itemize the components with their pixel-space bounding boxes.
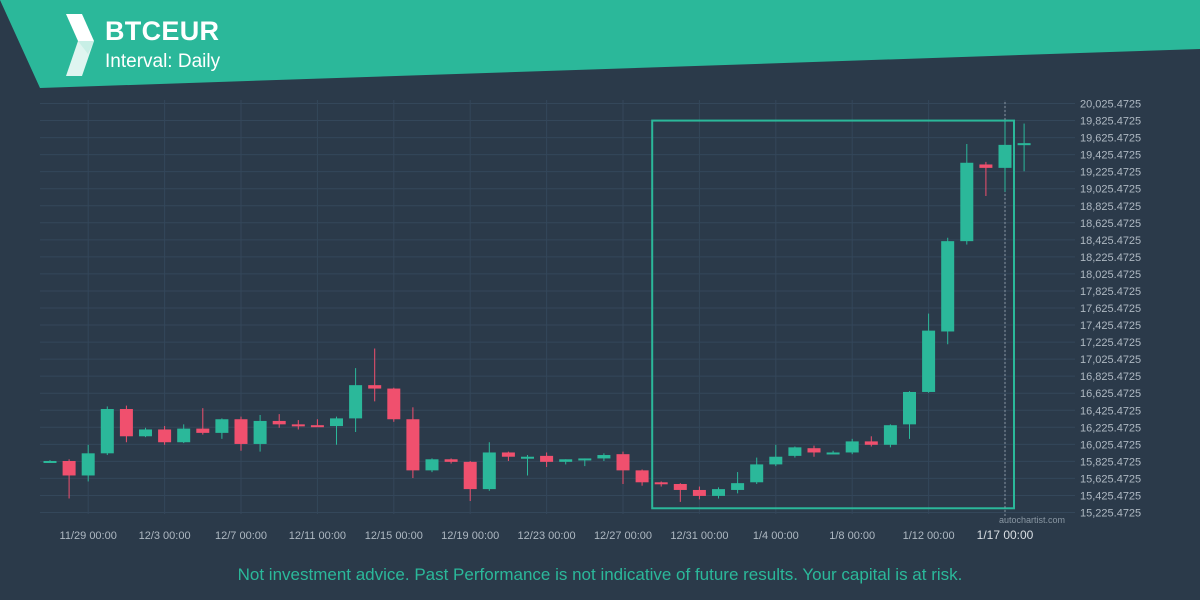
candle-body <box>444 459 458 462</box>
y-tick-label: 16,625.4725 <box>1080 388 1141 400</box>
y-tick-label: 16,425.4725 <box>1080 405 1141 417</box>
candle-body <box>1017 143 1031 146</box>
candle-body <box>501 452 515 457</box>
candle-body <box>750 464 764 483</box>
candle-body <box>272 420 286 425</box>
x-tick-label: 12/3 00:00 <box>139 530 191 542</box>
x-tick-label: 1/4 00:00 <box>753 530 799 542</box>
candle-body <box>253 420 267 444</box>
x-tick-label: 12/19 00:00 <box>441 530 499 542</box>
y-tick-label: 17,825.4725 <box>1080 286 1141 298</box>
candle-body <box>692 489 706 496</box>
y-tick-label: 19,225.4725 <box>1080 167 1141 179</box>
candle-body <box>139 429 152 437</box>
candle-body <box>559 459 573 462</box>
candle-body <box>234 419 248 444</box>
candle-body <box>119 409 133 437</box>
y-tick-label: 15,825.4725 <box>1080 456 1141 468</box>
candle-body <box>712 489 725 496</box>
y-tick-label: 15,625.4725 <box>1080 473 1141 485</box>
candle-body <box>387 388 401 420</box>
candle-body <box>635 470 649 483</box>
candle-body <box>788 447 802 456</box>
y-tick-label: 18,225.4725 <box>1080 252 1141 264</box>
interval-label: Interval: Daily <box>105 51 221 72</box>
candle-body <box>521 456 534 459</box>
x-tick-label: 12/11 00:00 <box>289 530 346 542</box>
y-tick-label: 16,025.4725 <box>1080 439 1141 451</box>
candle-body <box>196 428 210 433</box>
pattern-box <box>651 119 1015 510</box>
candle-body <box>654 482 668 485</box>
candle-body <box>158 429 172 443</box>
x-tick-label: 12/23 00:00 <box>518 530 576 542</box>
candle-body <box>310 425 324 428</box>
y-tick-label: 16,225.4725 <box>1080 422 1141 434</box>
candle-body <box>330 418 343 427</box>
y-tick-label: 17,025.4725 <box>1080 354 1141 366</box>
y-tick-label: 19,425.4725 <box>1080 150 1141 162</box>
symbol-title: BTCEUR <box>105 16 220 46</box>
candle-body <box>616 454 630 471</box>
candle-body <box>922 330 936 392</box>
candle-body <box>578 458 592 461</box>
candle-body <box>673 483 687 490</box>
x-tick-label: 12/7 00:00 <box>215 530 267 542</box>
y-tick-label: 15,225.4725 <box>1080 508 1141 520</box>
candle-body <box>291 424 305 427</box>
x-tick-label: 1/12 00:00 <box>903 530 955 542</box>
candle-body <box>941 241 955 332</box>
candle-body <box>883 425 897 445</box>
candle-body <box>807 448 821 453</box>
disclaimer-text: Not investment advice. Past Performance … <box>237 565 963 584</box>
candle-body <box>960 162 974 242</box>
candle-body <box>43 460 57 463</box>
candle-body <box>406 419 420 471</box>
candle-body <box>349 385 363 419</box>
watermark-text: autochartist.com <box>999 515 1066 525</box>
candle-body <box>979 164 993 168</box>
y-tick-label: 19,625.4725 <box>1080 133 1141 145</box>
y-tick-label: 17,625.4725 <box>1080 303 1141 315</box>
autochartist-logo-icon <box>66 14 94 76</box>
candle-body <box>597 455 611 459</box>
candle-body <box>482 452 496 490</box>
candle-body <box>826 452 840 455</box>
y-tick-label: 18,025.4725 <box>1080 269 1141 281</box>
candle-body <box>215 419 229 433</box>
y-tick-label: 18,625.4725 <box>1080 218 1141 230</box>
x-tick-label: 12/31 00:00 <box>670 530 728 542</box>
x-tick-label: 11/29 00:00 <box>60 530 117 542</box>
candle-body <box>463 461 477 490</box>
candle-body <box>425 459 439 471</box>
y-tick-label: 18,825.4725 <box>1080 201 1141 213</box>
candle-body <box>998 144 1012 168</box>
candle-body <box>731 483 745 490</box>
candle-body <box>864 441 878 445</box>
y-tick-label: 15,425.4725 <box>1080 490 1141 502</box>
candle-body <box>62 460 76 476</box>
x-tick-label: 12/27 00:00 <box>594 530 652 542</box>
y-tick-label: 19,025.4725 <box>1080 184 1141 196</box>
y-tick-label: 18,425.4725 <box>1080 235 1141 247</box>
y-tick-label: 17,225.4725 <box>1080 337 1141 349</box>
candle-body <box>845 441 859 453</box>
candle-body <box>769 456 783 465</box>
x-tick-label: 1/8 00:00 <box>829 530 875 542</box>
x-tick-label: 1/17 00:00 <box>977 528 1034 542</box>
candle-body <box>368 385 382 389</box>
candle-body <box>81 453 95 476</box>
candle-body <box>540 455 554 462</box>
candle-body <box>177 428 191 443</box>
y-tick-label: 20,025.4725 <box>1080 99 1141 111</box>
y-tick-label: 19,825.4725 <box>1080 116 1141 128</box>
y-tick-label: 17,425.4725 <box>1080 320 1141 332</box>
x-tick-label: 12/15 00:00 <box>365 530 423 542</box>
candle-body <box>100 409 114 454</box>
y-tick-label: 16,825.4725 <box>1080 371 1141 383</box>
candle-body <box>903 391 916 425</box>
header-banner <box>0 0 1200 88</box>
